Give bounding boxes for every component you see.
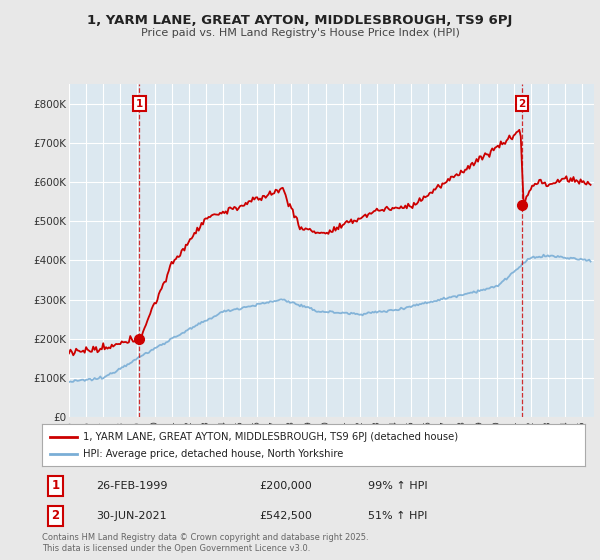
Text: 2: 2 — [52, 510, 59, 522]
Text: HPI: Average price, detached house, North Yorkshire: HPI: Average price, detached house, Nort… — [83, 449, 343, 459]
Text: 1, YARM LANE, GREAT AYTON, MIDDLESBROUGH, TS9 6PJ: 1, YARM LANE, GREAT AYTON, MIDDLESBROUGH… — [88, 14, 512, 27]
Text: Price paid vs. HM Land Registry's House Price Index (HPI): Price paid vs. HM Land Registry's House … — [140, 28, 460, 38]
Text: £542,500: £542,500 — [259, 511, 312, 521]
Text: 1: 1 — [136, 99, 143, 109]
Text: 1: 1 — [52, 479, 59, 492]
Text: 30-JUN-2021: 30-JUN-2021 — [97, 511, 167, 521]
Text: 99% ↑ HPI: 99% ↑ HPI — [368, 480, 427, 491]
Text: Contains HM Land Registry data © Crown copyright and database right 2025.
This d: Contains HM Land Registry data © Crown c… — [42, 533, 368, 553]
Text: £200,000: £200,000 — [259, 480, 312, 491]
Text: 26-FEB-1999: 26-FEB-1999 — [97, 480, 168, 491]
Text: 1, YARM LANE, GREAT AYTON, MIDDLESBROUGH, TS9 6PJ (detached house): 1, YARM LANE, GREAT AYTON, MIDDLESBROUGH… — [83, 432, 458, 441]
Text: 2: 2 — [518, 99, 526, 109]
Text: 51% ↑ HPI: 51% ↑ HPI — [368, 511, 427, 521]
